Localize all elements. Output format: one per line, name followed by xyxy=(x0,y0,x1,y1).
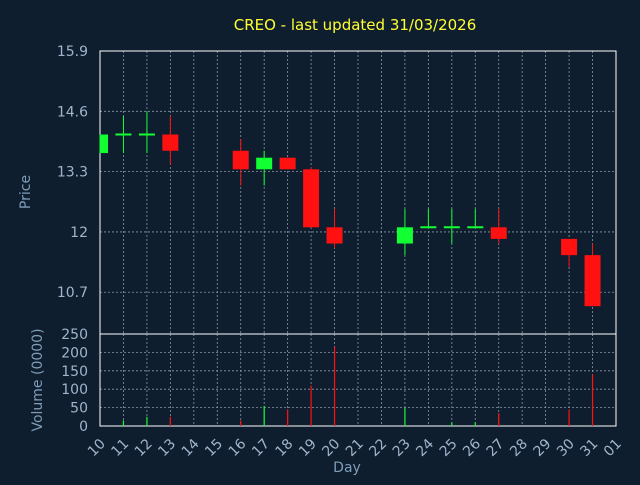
day-tick-label: 11 xyxy=(108,436,132,460)
candle-body xyxy=(584,255,601,307)
day-tick-label: 30 xyxy=(554,436,578,460)
candles xyxy=(99,111,601,307)
candle-body xyxy=(396,227,413,244)
candle-body xyxy=(256,157,273,170)
volume-panel-frame xyxy=(99,333,617,427)
price-tick-label: 15.9 xyxy=(57,44,88,60)
day-tick-label: 25 xyxy=(437,436,461,460)
volume-tick-label: 200 xyxy=(61,345,88,361)
day-tick-label: 10 xyxy=(85,436,109,460)
day-tick-label: 16 xyxy=(226,436,250,460)
chart-title: CREO - last updated 31/03/2026 xyxy=(234,16,477,34)
x-axis-label: Day xyxy=(333,460,361,476)
candle-body xyxy=(100,134,108,154)
day-tick-labels: 10 11 12 13 14 15 16 17 18 19 20 21 22 23 24 25 26 27 28 29… xyxy=(85,436,625,460)
price-grid xyxy=(99,50,617,334)
price-tick-labels: 15.9 14.6 13.3 12 10.7 xyxy=(57,44,88,301)
day-tick-label: 24 xyxy=(413,436,437,460)
candle-body xyxy=(162,134,179,151)
day-tick-label: 22 xyxy=(366,436,390,460)
day-tick-label: 31 xyxy=(577,436,601,460)
candle-body xyxy=(490,227,507,239)
volume-tick-label: 50 xyxy=(70,401,88,417)
volume-axis-label: Volume (0000) xyxy=(30,328,46,431)
volume-tick-label: 0 xyxy=(79,419,88,435)
day-tick-label: 20 xyxy=(319,436,343,460)
day-tick-label: 26 xyxy=(460,436,484,460)
day-tick-label: 15 xyxy=(202,436,226,460)
day-tick-label: 23 xyxy=(390,436,414,460)
day-tick-label: 17 xyxy=(249,436,273,460)
candle-body xyxy=(232,150,249,170)
candle-body xyxy=(326,227,343,244)
day-tick-label: 29 xyxy=(531,436,555,460)
volume-tick-label: 100 xyxy=(61,382,88,398)
day-tick-label: 13 xyxy=(155,436,179,460)
price-axis-label: Price xyxy=(18,175,34,209)
candle-body xyxy=(561,238,578,256)
candle-body xyxy=(279,157,296,170)
candle-body xyxy=(303,169,320,228)
price-tick-label: 13.3 xyxy=(57,165,88,181)
volume-bars xyxy=(122,346,594,426)
day-tick-label: 12 xyxy=(132,436,156,460)
day-tick-label: 28 xyxy=(507,436,531,460)
volume-tick-labels: 250 200 150 100 50 0 xyxy=(61,327,88,435)
day-tick-label: 14 xyxy=(179,436,203,460)
volume-grid xyxy=(99,334,617,426)
volume-tick-label: 250 xyxy=(61,327,88,343)
day-tick-label: 18 xyxy=(273,436,297,460)
price-tick-label: 14.6 xyxy=(57,104,88,120)
day-tick-label: 27 xyxy=(484,436,508,460)
price-tick-label: 12 xyxy=(70,225,88,241)
volume-tick-label: 150 xyxy=(61,364,88,380)
day-tick-label: 21 xyxy=(343,436,367,460)
day-tick-label: 19 xyxy=(296,436,320,460)
day-tick-label: 01 xyxy=(601,436,625,460)
price-tick-label: 10.7 xyxy=(57,285,88,301)
